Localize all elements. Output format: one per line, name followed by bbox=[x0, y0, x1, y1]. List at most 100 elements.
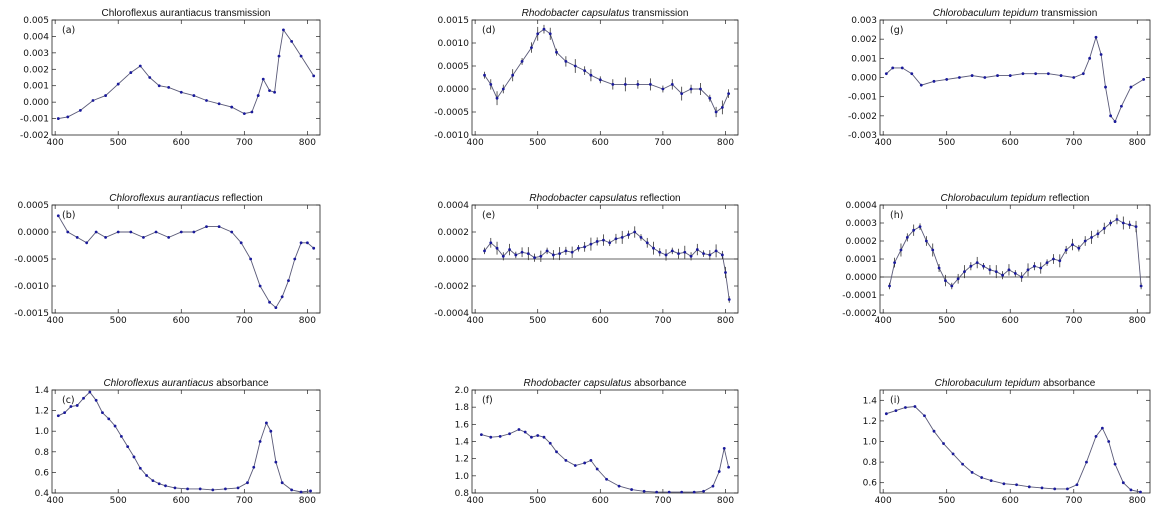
x-tick-label: 700 bbox=[654, 138, 671, 148]
data-point bbox=[900, 66, 904, 70]
axis-ticks bbox=[472, 204, 738, 314]
data-point bbox=[154, 230, 158, 234]
data-point bbox=[1001, 273, 1005, 277]
data-point bbox=[1134, 225, 1138, 229]
data-point bbox=[230, 230, 234, 234]
chart-panel-b: Chloroflexus aurantiacus reflection 400 50… bbox=[14, 193, 321, 326]
data-point bbox=[66, 115, 70, 119]
data-point bbox=[913, 405, 917, 408]
data-series-line bbox=[484, 231, 730, 300]
data-point bbox=[570, 250, 574, 254]
panel-label: (e) bbox=[482, 210, 495, 221]
chart-title: Chlorobaculum tepidum absorbance bbox=[935, 378, 1096, 389]
y-tick-label: 0.002 bbox=[851, 35, 877, 45]
chart-title-species: Chlorobaculum tepidum bbox=[941, 193, 1047, 204]
data-point bbox=[299, 54, 303, 58]
plot-frame bbox=[879, 204, 1151, 314]
data-point bbox=[479, 433, 483, 437]
data-point bbox=[280, 481, 284, 485]
data-point bbox=[1102, 227, 1106, 230]
data-point bbox=[94, 398, 98, 402]
x-tick-label: 400 bbox=[875, 316, 892, 326]
y-tick-label: 1.0 bbox=[863, 438, 878, 448]
chart-title-rest: reflection bbox=[637, 193, 680, 204]
data-point bbox=[1115, 218, 1119, 221]
data-point bbox=[661, 87, 665, 91]
y-tick-label: 0.4 bbox=[35, 489, 50, 499]
chart-title: Chloroflexus aurantiacus absorbance bbox=[103, 378, 269, 389]
x-tick-label: 600 bbox=[173, 496, 190, 506]
data-point bbox=[1094, 35, 1098, 39]
y-tick-label: -0.001 bbox=[848, 93, 877, 103]
data-point bbox=[548, 441, 552, 445]
data-point bbox=[655, 490, 659, 494]
y-tick-label: 0.0010 bbox=[438, 39, 470, 49]
data-point bbox=[1109, 221, 1113, 225]
data-point bbox=[75, 236, 79, 239]
data-point bbox=[179, 90, 183, 94]
data-point bbox=[69, 405, 73, 408]
data-point bbox=[989, 479, 993, 483]
data-point bbox=[205, 225, 208, 229]
chart-title-rest: absorbance bbox=[631, 378, 686, 389]
chart-title-rest: reflection bbox=[1046, 193, 1089, 204]
data-point bbox=[94, 230, 98, 234]
data-point bbox=[1139, 284, 1143, 288]
x-tick-label: 600 bbox=[592, 496, 609, 506]
data-point bbox=[573, 64, 577, 68]
data-point bbox=[727, 298, 731, 301]
x-tick-label: 400 bbox=[467, 496, 484, 506]
data-point bbox=[683, 250, 687, 254]
data-point bbox=[1015, 483, 1018, 487]
data-point bbox=[1083, 239, 1087, 243]
data-point bbox=[258, 284, 262, 288]
data-point bbox=[608, 241, 612, 245]
data-point bbox=[969, 264, 973, 268]
y-tick-label: 0.0005 bbox=[18, 201, 50, 211]
data-point bbox=[1100, 426, 1104, 430]
data-point bbox=[514, 253, 518, 257]
plot-frame bbox=[51, 389, 321, 494]
data-point bbox=[495, 96, 499, 100]
y-tick-label: -0.0005 bbox=[14, 255, 49, 265]
data-point bbox=[695, 248, 699, 251]
chart-title-rest: transmission bbox=[1038, 8, 1097, 19]
data-point bbox=[636, 83, 640, 86]
y-tick-label: 0.001 bbox=[23, 82, 49, 92]
data-point bbox=[573, 464, 577, 467]
x-tick-label: 800 bbox=[299, 138, 316, 148]
data-point bbox=[157, 482, 161, 486]
data-point bbox=[564, 249, 568, 253]
x-tick-label: 700 bbox=[1065, 138, 1082, 148]
data-point bbox=[975, 261, 979, 264]
chart-title-rest: absorbance bbox=[214, 378, 269, 389]
y-tick-label: 0.6 bbox=[35, 468, 50, 478]
data-point bbox=[1026, 268, 1030, 272]
data-series-line bbox=[57, 215, 314, 309]
data-point bbox=[982, 264, 985, 268]
panel-label: (a) bbox=[62, 25, 75, 36]
data-point bbox=[611, 83, 615, 86]
data-point bbox=[498, 434, 502, 438]
data-point bbox=[884, 412, 888, 416]
data-point bbox=[670, 83, 674, 86]
data-point bbox=[919, 83, 923, 87]
y-tick-label: 0.000 bbox=[851, 74, 877, 84]
data-point bbox=[523, 430, 527, 434]
x-tick-label: 500 bbox=[529, 138, 546, 148]
chart-title-species: Chloroflexus aurantiacus bbox=[109, 193, 219, 204]
chart-panel-i: Chlorobaculum tepidum absorbance 400 500 60… bbox=[863, 378, 1151, 506]
panel-label: (h) bbox=[890, 210, 903, 221]
data-point bbox=[126, 445, 130, 449]
data-point bbox=[265, 421, 268, 425]
data-point bbox=[689, 87, 693, 91]
data-point bbox=[961, 462, 964, 466]
data-point bbox=[951, 452, 955, 456]
y-tick-label: -0.0010 bbox=[14, 282, 49, 292]
y-tick-label: 0.004 bbox=[23, 32, 49, 42]
data-point bbox=[942, 442, 945, 445]
y-tick-label: 0.0000 bbox=[846, 273, 878, 283]
y-tick-label: 0.0003 bbox=[846, 219, 878, 229]
data-point bbox=[633, 230, 637, 234]
panel-label: (b) bbox=[62, 210, 75, 221]
